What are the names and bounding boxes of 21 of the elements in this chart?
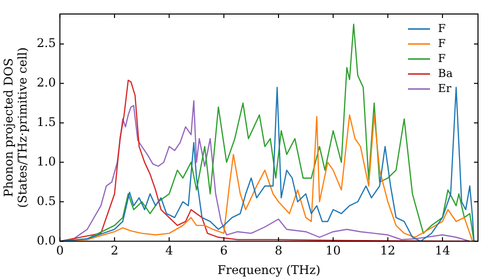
legend-label: F (438, 52, 446, 65)
x-tick-label: 0 (56, 244, 64, 258)
x-tick-label: 4 (165, 244, 174, 258)
legend-label: Er (438, 82, 452, 95)
y-tick-label: 2.5 (36, 36, 56, 50)
legend-label: F (438, 36, 446, 50)
y-tick-label: 1.5 (36, 114, 56, 129)
y-tick-label: 1.0 (36, 154, 56, 168)
x-tick-label: 2 (110, 244, 118, 258)
y-axis-title: Phonon projected DOS (States/THz·primitive cell) (1, 47, 30, 208)
x-tick-label: 14 (434, 244, 450, 258)
x-tick-label: 10 (326, 244, 341, 258)
x-tick-label: 8 (274, 244, 282, 258)
y-tick-label: 2.0 (36, 76, 56, 90)
legend-label: F (438, 22, 446, 35)
y-tick-label: 0.5 (36, 194, 56, 208)
x-axis-title: Frequency (THz) (218, 262, 320, 277)
x-tick-label: 12 (380, 244, 396, 258)
y-tick-label: 0.0 (36, 233, 56, 248)
x-tick-label: 6 (220, 244, 228, 258)
legend-label: Ba (438, 66, 454, 80)
